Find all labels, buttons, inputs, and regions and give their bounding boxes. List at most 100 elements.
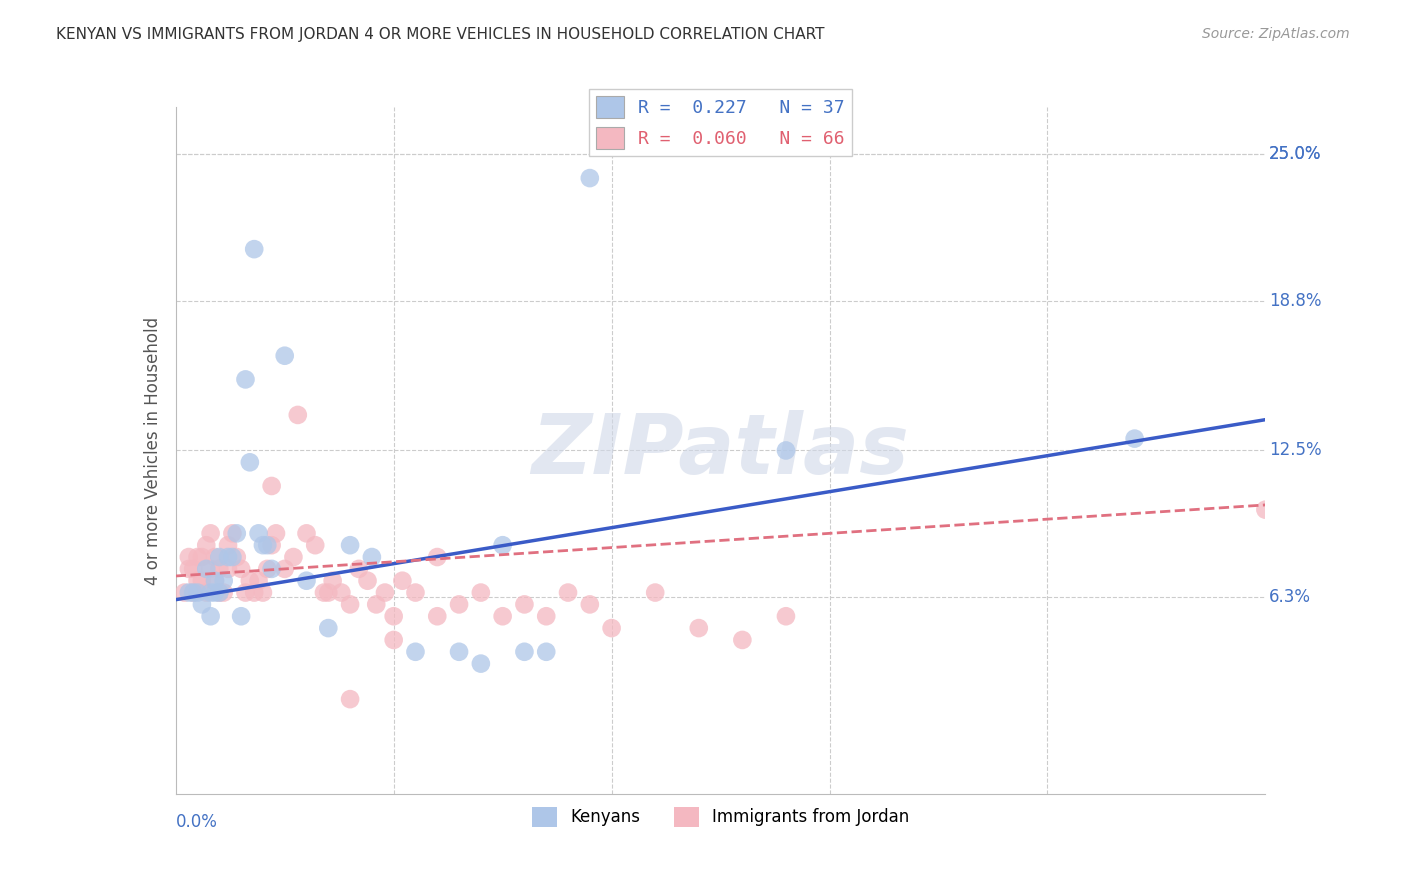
Point <box>339 538 361 552</box>
Point <box>579 598 602 612</box>
Point <box>274 562 297 576</box>
Point <box>173 585 195 599</box>
Point <box>191 598 214 612</box>
Point <box>231 562 253 576</box>
Point <box>195 562 218 576</box>
Point <box>470 657 492 671</box>
Point <box>212 585 235 599</box>
Point <box>235 585 257 599</box>
Point <box>318 585 340 599</box>
Point <box>295 526 318 541</box>
Point <box>295 574 318 588</box>
Point <box>243 242 266 256</box>
Point <box>225 526 247 541</box>
Point <box>200 609 222 624</box>
Point <box>208 585 231 599</box>
Point <box>731 632 754 647</box>
Point <box>247 526 270 541</box>
Y-axis label: 4 or more Vehicles in Household: 4 or more Vehicles in Household <box>143 317 162 584</box>
Point <box>200 585 222 599</box>
Text: 18.8%: 18.8% <box>1268 293 1322 310</box>
Point <box>644 585 666 599</box>
Point <box>312 585 335 599</box>
Point <box>225 549 247 564</box>
Point <box>186 585 209 599</box>
Point <box>181 562 204 576</box>
Point <box>186 574 209 588</box>
Point <box>579 171 602 186</box>
Text: 25.0%: 25.0% <box>1268 145 1322 163</box>
Point <box>304 538 326 552</box>
Point <box>447 645 470 659</box>
Point <box>204 585 226 599</box>
Point <box>200 562 222 576</box>
Point <box>217 562 239 576</box>
Point <box>239 455 262 469</box>
Point <box>513 598 536 612</box>
Point <box>221 549 243 564</box>
Point <box>260 538 283 552</box>
Point <box>405 645 427 659</box>
Point <box>204 574 226 588</box>
Text: 12.5%: 12.5% <box>1268 442 1322 459</box>
Point <box>208 562 231 576</box>
Point <box>492 609 515 624</box>
Text: ZIPatlas: ZIPatlas <box>531 410 910 491</box>
Text: 25.0%: 25.0% <box>1268 145 1322 163</box>
Point <box>330 585 353 599</box>
Point <box>283 549 305 564</box>
Text: 0.0%: 0.0% <box>176 814 218 831</box>
Point <box>208 585 231 599</box>
Point <box>195 585 218 599</box>
Point <box>534 645 557 659</box>
Point <box>256 538 278 552</box>
Point <box>775 609 797 624</box>
Point <box>212 574 235 588</box>
Point <box>426 609 449 624</box>
Point <box>260 479 283 493</box>
Text: Source: ZipAtlas.com: Source: ZipAtlas.com <box>1202 27 1350 41</box>
Point <box>191 574 214 588</box>
Point <box>360 549 382 564</box>
Point <box>391 574 413 588</box>
Point <box>374 585 396 599</box>
Point <box>339 692 361 706</box>
Point <box>534 609 557 624</box>
Point <box>1254 502 1277 516</box>
Point <box>204 574 226 588</box>
Point <box>217 538 239 552</box>
Point <box>600 621 623 635</box>
Point <box>264 526 287 541</box>
Point <box>287 408 309 422</box>
Point <box>252 538 274 552</box>
Point <box>252 585 274 599</box>
Text: KENYAN VS IMMIGRANTS FROM JORDAN 4 OR MORE VEHICLES IN HOUSEHOLD CORRELATION CHA: KENYAN VS IMMIGRANTS FROM JORDAN 4 OR MO… <box>56 27 825 42</box>
Point <box>181 585 204 599</box>
Point <box>260 562 283 576</box>
Point <box>274 349 297 363</box>
Point <box>1123 432 1146 446</box>
Point <box>492 538 515 552</box>
Point <box>181 585 204 599</box>
Point <box>243 585 266 599</box>
Point <box>318 621 340 635</box>
Point <box>217 549 239 564</box>
Point <box>235 372 257 386</box>
Point <box>382 632 405 647</box>
Point <box>177 585 200 599</box>
Point <box>186 549 209 564</box>
Point <box>256 562 278 576</box>
Point <box>366 598 388 612</box>
Point <box>557 585 579 599</box>
Point <box>426 549 449 564</box>
Point <box>204 549 226 564</box>
Point <box>322 574 344 588</box>
Point <box>382 609 405 624</box>
Point <box>177 549 200 564</box>
Point <box>513 645 536 659</box>
Text: 6.3%: 6.3% <box>1268 589 1310 607</box>
Point <box>247 574 270 588</box>
Point <box>221 526 243 541</box>
Point <box>339 598 361 612</box>
Point <box>356 574 378 588</box>
